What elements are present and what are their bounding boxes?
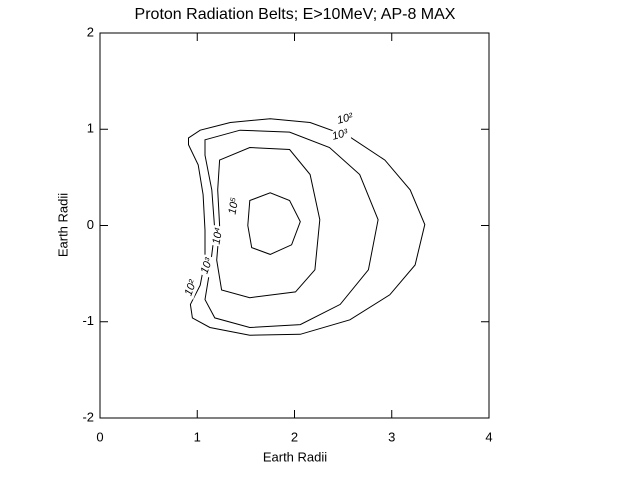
contour-label-bg xyxy=(333,110,357,128)
x-tick-label: 4 xyxy=(485,429,492,444)
x-axis-label: Earth Radii xyxy=(263,449,327,464)
y-axis-label: Earth Radii xyxy=(55,193,70,257)
contour-label: 10³ xyxy=(331,127,350,143)
y-tick-label: 1 xyxy=(87,121,94,136)
contour-line xyxy=(188,118,426,336)
plot-frame xyxy=(99,32,490,419)
contour-label: 10⁵ xyxy=(227,196,242,215)
contour-label-bg xyxy=(181,276,201,300)
contour-line xyxy=(216,146,321,299)
contour-label: 10⁴ xyxy=(211,226,226,245)
x-tick-label: 3 xyxy=(388,429,395,444)
y-tick-label: 2 xyxy=(87,24,94,39)
contour-line xyxy=(247,192,301,255)
contour-label: 10³ xyxy=(199,256,216,275)
y-tick-label: -1 xyxy=(82,313,94,328)
contour-label-bg xyxy=(328,126,352,144)
contour-line xyxy=(204,129,379,329)
x-tick-label: 1 xyxy=(194,429,201,444)
contour-label-bg xyxy=(210,225,226,247)
y-tick-label: -2 xyxy=(82,409,94,424)
y-tick-label: 0 xyxy=(87,217,94,232)
x-tick-label: 2 xyxy=(291,429,298,444)
contour-label: 10² xyxy=(336,111,355,127)
x-tick-label: 0 xyxy=(96,429,103,444)
contour-label: 10² xyxy=(183,278,200,297)
contour-label-bg xyxy=(197,254,217,278)
chart-title: Proton Radiation Belts; E>10MeV; AP-8 MA… xyxy=(135,6,456,23)
contour-label-bg xyxy=(226,195,242,217)
